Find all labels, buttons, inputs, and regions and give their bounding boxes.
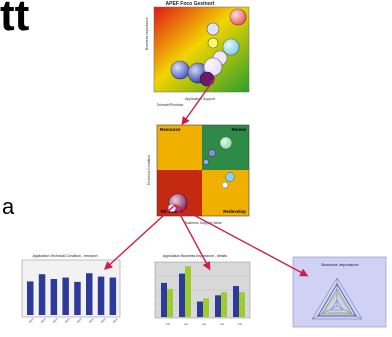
bubble-chart-panel: APEF Foco Gestnort Business Importance A… xyxy=(145,1,250,107)
bar xyxy=(215,295,221,317)
bubble xyxy=(221,181,229,189)
bar xyxy=(86,273,93,315)
bar xyxy=(239,292,245,317)
bubble xyxy=(207,37,219,49)
svg-text:item: item xyxy=(76,317,83,324)
bar-chart-middle-title: Application Business Importance - detail… xyxy=(163,254,227,258)
bar xyxy=(27,281,34,315)
svg-text:item: item xyxy=(88,317,95,324)
bar-series xyxy=(27,273,117,315)
x-tick-labels: cat cat cat cat cat xyxy=(166,322,242,326)
bubble xyxy=(206,22,220,36)
side-text-fragment: a xyxy=(2,194,15,219)
radar-chart-title: Business Importance xyxy=(321,262,359,267)
bar-chart-left-title: Application Technical Condition - resear… xyxy=(32,254,97,258)
bubble-chart-title: APEF Foco Gestnort xyxy=(166,1,215,7)
radar-chart-panel: Business Importance xyxy=(292,256,387,328)
bar xyxy=(109,277,117,315)
quadrant-label: Resource xyxy=(160,127,181,132)
svg-text:Tolerate/Prioritize: Tolerate/Prioritize xyxy=(156,103,183,107)
bubble xyxy=(225,172,235,182)
quadrant-label: Renew xyxy=(231,127,246,132)
bar xyxy=(161,282,167,317)
svg-text:cat: cat xyxy=(238,322,242,326)
svg-text:Technical Condition: Technical Condition xyxy=(147,155,151,185)
radar-series xyxy=(323,291,351,314)
bubble xyxy=(208,149,216,157)
quadrant-label: Redevelop xyxy=(223,209,246,214)
bar xyxy=(197,301,203,317)
svg-text:item: item xyxy=(28,317,35,324)
bar-chart-left-plot xyxy=(21,259,121,318)
bar xyxy=(221,292,227,317)
svg-text:item: item xyxy=(112,317,119,324)
bar-chart-middle-panel: Application Business Importance - detail… xyxy=(154,254,251,326)
svg-text:item: item xyxy=(40,317,47,324)
connector-arrow xyxy=(174,204,309,277)
connector-arrows xyxy=(103,77,309,277)
bar xyxy=(38,274,46,315)
connector-arrow xyxy=(174,204,211,271)
svg-text:Business Importance: Business Importance xyxy=(145,17,149,50)
bubble-group xyxy=(170,8,247,87)
bar xyxy=(185,266,191,317)
svg-text:cat: cat xyxy=(202,322,206,326)
svg-text:item: item xyxy=(100,317,107,324)
svg-text:item: item xyxy=(64,317,71,324)
bar-series xyxy=(161,266,245,317)
heading-fragment: tt xyxy=(0,0,30,40)
bar xyxy=(167,289,173,317)
radar-chart-background xyxy=(292,256,387,328)
bar xyxy=(179,273,185,317)
svg-text:Business Support Value: Business Support Value xyxy=(184,221,221,225)
bubble xyxy=(203,159,209,165)
radar-grid xyxy=(311,277,363,320)
connector-arrow xyxy=(103,204,176,270)
bar xyxy=(97,276,105,315)
svg-text:cat: cat xyxy=(220,322,224,326)
bar xyxy=(62,277,69,315)
radar-series xyxy=(317,283,357,317)
svg-text:cat: cat xyxy=(184,322,188,326)
bar xyxy=(203,298,209,317)
bar xyxy=(74,281,81,315)
svg-text:item: item xyxy=(52,317,59,324)
svg-text:cat: cat xyxy=(166,322,170,326)
quadrant-matrix-panel: Resource Renew Tolerate Redevelop Techni… xyxy=(147,124,250,225)
bar xyxy=(233,286,239,317)
bar xyxy=(50,279,58,315)
connector-arrow xyxy=(181,77,216,126)
x-tick-labels: item item item item item item item item xyxy=(28,317,119,324)
bubble xyxy=(199,71,215,87)
quadrant-resource xyxy=(157,125,202,170)
bar-chart-left-panel: Application Technical Condition - resear… xyxy=(21,254,121,324)
